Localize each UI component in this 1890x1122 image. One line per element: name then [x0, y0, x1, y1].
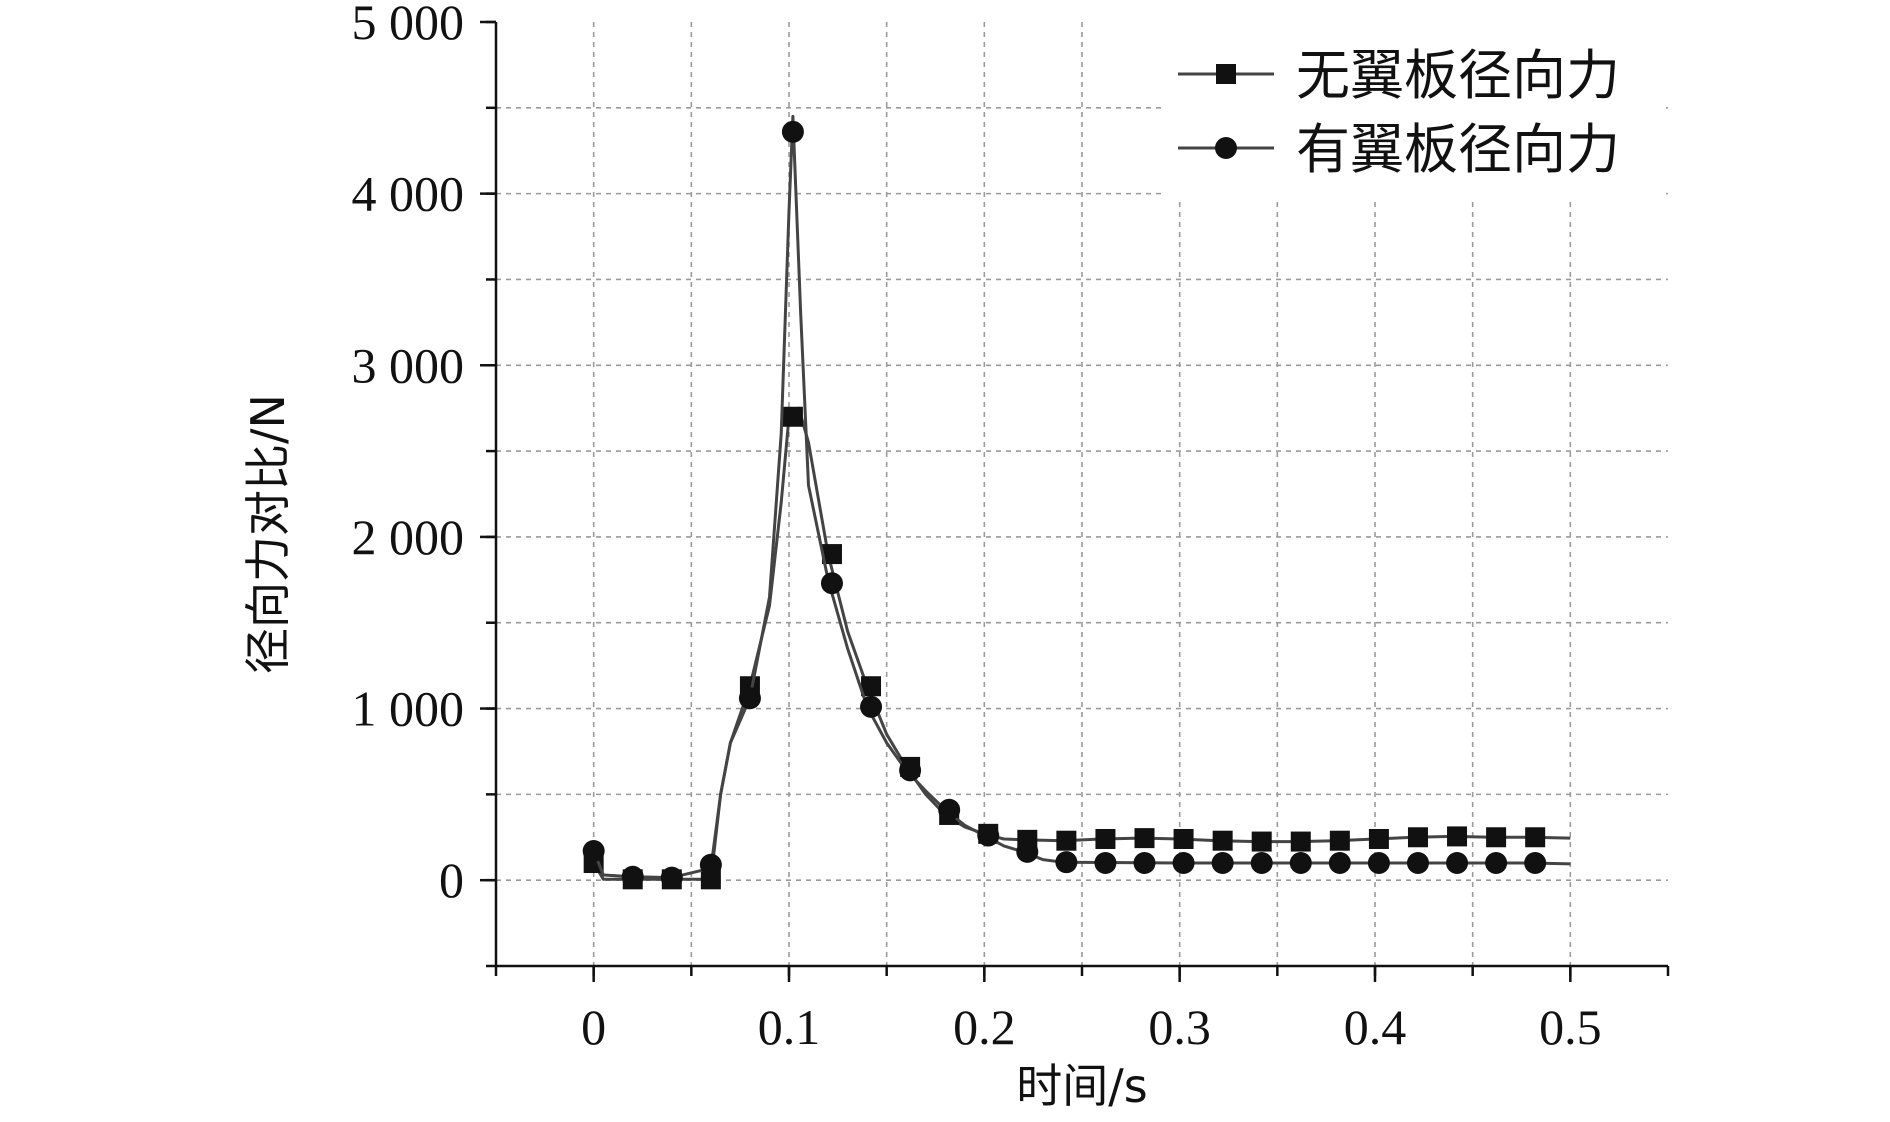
- y-tick-label: 3 000: [352, 337, 465, 393]
- square-data-point: [1447, 826, 1468, 847]
- y-axis-title: 径向力对比/N: [241, 394, 295, 674]
- square-data-point: [1486, 827, 1507, 848]
- circle-data-point: [1094, 852, 1117, 875]
- circle-data-point: [1016, 840, 1039, 863]
- x-axis-title: 时间/s: [1016, 1059, 1147, 1113]
- circle-data-point: [1446, 852, 1469, 875]
- circle-data-point: [977, 824, 1000, 847]
- square-data-point: [1525, 827, 1546, 848]
- square-data-point: [1212, 830, 1233, 851]
- legend-item: 无翼板径向力: [1178, 44, 1620, 107]
- legend-item: 有翼板径向力: [1178, 118, 1620, 181]
- square-data-point: [1407, 827, 1428, 848]
- circle-data-point: [938, 798, 961, 821]
- circle-data-point: [1406, 852, 1429, 875]
- circle-data-point: [1250, 852, 1273, 875]
- square-data-point: [1329, 830, 1350, 851]
- legend-label: 无翼板径向力: [1296, 44, 1620, 107]
- circle-data-point: [1133, 852, 1156, 875]
- x-tick-label: 0.2: [953, 999, 1016, 1055]
- circle-data-point: [1211, 852, 1234, 875]
- circle-data-point: [860, 695, 883, 718]
- square-data-point: [1095, 828, 1116, 849]
- circle-data-point: [820, 572, 843, 595]
- y-tick-label: 2 000: [352, 509, 465, 565]
- circle-data-point: [660, 866, 683, 889]
- circle-data-point: [1485, 852, 1508, 875]
- circle-data-point: [1172, 852, 1195, 875]
- square-data-point: [1368, 828, 1389, 849]
- y-tick-label: 5 000: [352, 0, 465, 50]
- square-data-point: [782, 406, 803, 427]
- square-data-point: [861, 676, 882, 697]
- legend-circle-marker: [1215, 137, 1237, 159]
- circle-data-point: [1367, 852, 1390, 875]
- y-tick-label: 0: [439, 852, 464, 908]
- circle-data-point: [621, 865, 644, 888]
- series-group: [582, 114, 1571, 890]
- circle-data-point: [899, 759, 922, 782]
- series-line: [592, 114, 1571, 880]
- circle-data-point: [1289, 852, 1312, 875]
- x-tick-label: 0: [581, 999, 606, 1055]
- legend-square-marker: [1216, 64, 1236, 84]
- ticks-group: 0 0.1 0.2 0.3 0.4 0.5 0 1 000 2 000 3 000 4 000 5 0…: [352, 0, 1670, 1055]
- square-data-point: [1056, 830, 1077, 851]
- y-tick-label: 4 000: [352, 166, 465, 222]
- square-data-point: [1134, 828, 1155, 849]
- circle-data-point: [1524, 852, 1547, 875]
- square-data-point: [1173, 828, 1194, 849]
- square-data-point: [821, 544, 842, 565]
- grid: [496, 22, 1668, 966]
- x-tick-label: 0.1: [758, 999, 821, 1055]
- circle-data-point: [582, 840, 605, 863]
- legend-background: [1162, 20, 1662, 198]
- y-tick-label: 1 000: [352, 681, 465, 737]
- x-tick-label: 0.5: [1539, 999, 1602, 1055]
- square-data-point: [1290, 831, 1311, 852]
- series-2: [582, 114, 1571, 889]
- x-tick-label: 0.3: [1148, 999, 1211, 1055]
- circle-data-point: [1055, 851, 1078, 874]
- legend-label: 有翼板径向力: [1296, 118, 1620, 181]
- circle-data-point: [738, 687, 761, 710]
- circle-data-point: [699, 853, 722, 876]
- circle-data-point: [781, 120, 804, 143]
- x-tick-label: 0.4: [1344, 999, 1407, 1055]
- circle-data-point: [1328, 852, 1351, 875]
- square-data-point: [1251, 831, 1272, 852]
